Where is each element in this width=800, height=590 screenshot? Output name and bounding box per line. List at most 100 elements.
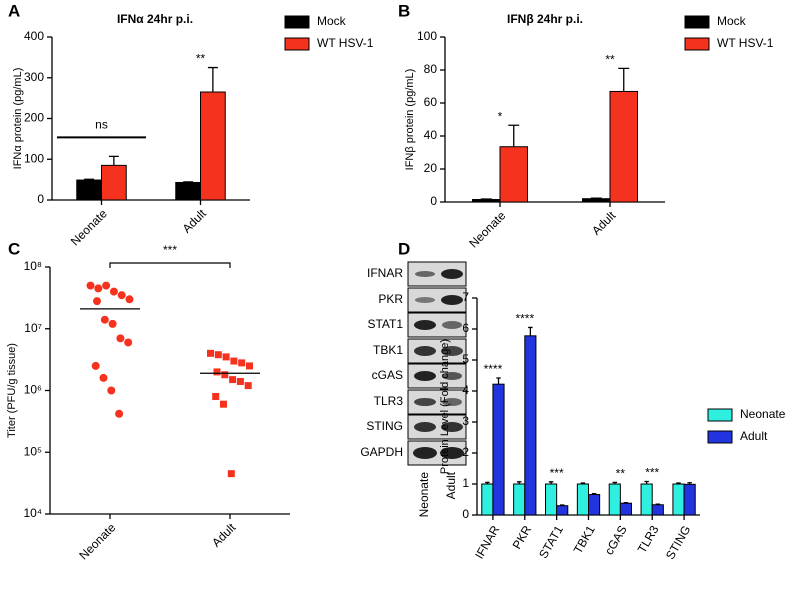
y-tick-label: 40 [424, 128, 438, 142]
legend-label: WT HSV-1 [717, 36, 774, 50]
point [213, 368, 221, 376]
point [207, 349, 214, 357]
error-bar [618, 67, 630, 92]
point [91, 361, 100, 370]
y-tick-label: 0 [462, 507, 469, 521]
y-tick-label: 200 [24, 111, 44, 125]
y-axis-label: Protein Level (Fold change) [439, 339, 451, 474]
significance-label: *** [550, 466, 564, 480]
bar [608, 483, 621, 516]
error-bar [580, 482, 586, 484]
error-bar [108, 155, 119, 166]
x-tick-label: Neonate [68, 206, 110, 248]
x-tick-label: Adult [180, 206, 210, 236]
blot-band [441, 422, 463, 432]
legend-label: Mock [717, 14, 747, 28]
x-tick-label: STING [663, 523, 693, 562]
blot-band [413, 447, 437, 459]
y-tick-label: 100 [417, 29, 437, 43]
bar [609, 90, 638, 203]
y-tick-label: 1 [462, 476, 469, 490]
blot-band [442, 372, 462, 380]
significance-label: * [498, 109, 503, 123]
y-axis-label: IFNβ protein (pg/mL) [404, 69, 416, 171]
y-tick-label: 4 [462, 383, 469, 397]
significance-bracket [109, 262, 231, 268]
y-tick-label: 60 [424, 95, 438, 109]
bar [513, 483, 526, 516]
error-bar [528, 326, 533, 336]
point [212, 392, 220, 400]
point [86, 281, 95, 290]
error-bar [655, 503, 661, 505]
point [246, 362, 253, 370]
y-tick-label: 300 [24, 70, 44, 84]
bar [544, 483, 558, 516]
blot-band [415, 271, 435, 277]
x-tick-label: TBK1 [571, 523, 598, 556]
bar [492, 383, 505, 516]
bar [499, 146, 528, 203]
legend-label: Adult [740, 429, 768, 443]
blot-protein: IFNAR [367, 266, 403, 280]
y-tick-label: 10⁷ [24, 321, 42, 335]
error-bar [612, 481, 618, 484]
bar [683, 483, 696, 516]
blot-protein: GAPDH [360, 445, 403, 459]
significance-label: *** [645, 466, 659, 480]
error-bar [496, 377, 501, 385]
point [125, 295, 134, 304]
blot-band [414, 346, 436, 356]
bar [619, 502, 633, 516]
panel-letter: C [8, 239, 20, 258]
point [229, 376, 237, 384]
point [222, 353, 230, 361]
significance-label: **** [484, 362, 503, 376]
bar [175, 181, 201, 201]
error-bar [676, 482, 681, 484]
legend-label: Mock [317, 14, 347, 28]
error-bar [548, 481, 554, 484]
panel-letter: B [398, 1, 410, 20]
error-bar [687, 482, 692, 485]
error-bar [591, 492, 597, 495]
error-bar [207, 66, 218, 93]
point [244, 382, 252, 390]
y-tick-label: 2 [462, 445, 469, 459]
bar [582, 198, 611, 203]
y-tick-label: 7 [462, 290, 469, 304]
y-tick-label: 20 [424, 161, 438, 175]
panel-letter: A [8, 1, 20, 20]
legend-swatch [707, 430, 733, 444]
y-tick-label: 0 [430, 194, 437, 208]
x-tick-label: IFNAR [472, 523, 502, 561]
bar [481, 483, 494, 516]
blot-band [440, 447, 464, 459]
point [117, 291, 126, 300]
bar [672, 483, 685, 516]
legend-swatch [707, 408, 733, 422]
point [238, 359, 246, 367]
y-tick-label: 6 [462, 321, 469, 335]
blot-band [414, 422, 436, 432]
x-tick-label: Adult [209, 520, 239, 550]
y-tick-label: 100 [24, 151, 44, 165]
point [214, 351, 222, 359]
blot-protein: TLR3 [374, 394, 404, 408]
y-tick-label: 3 [462, 414, 469, 428]
chart-title: IFNβ 24hr p.i. [507, 12, 583, 26]
y-tick-label: 80 [424, 62, 438, 76]
blot-band [442, 321, 462, 329]
bar [576, 483, 589, 516]
y-tick-label: 5 [462, 352, 469, 366]
x-tick-label: STAT1 [536, 523, 566, 561]
blot-protein: TBK1 [373, 343, 403, 357]
legend-swatch [684, 37, 710, 51]
error-bar [623, 501, 629, 504]
error-bar [644, 480, 649, 484]
point [115, 409, 124, 418]
legend-label: WT HSV-1 [317, 36, 374, 50]
x-tick-label: Neonate [466, 208, 508, 250]
blot-protein: PKR [378, 292, 403, 306]
